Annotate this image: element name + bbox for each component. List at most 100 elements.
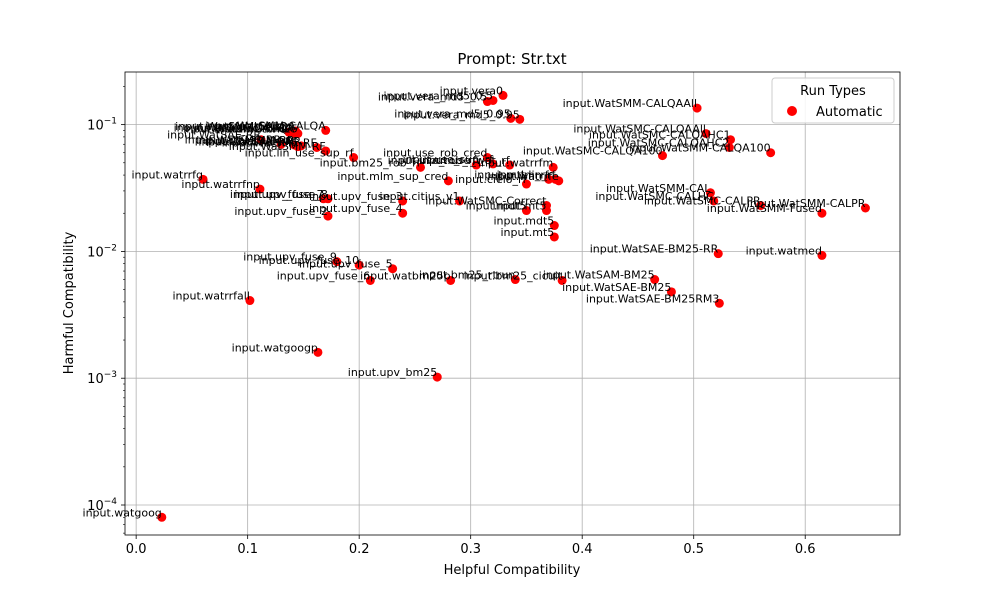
data-point-label: input.upv_fuse_4 (309, 202, 403, 215)
x-tick-label: 0.0 (126, 542, 147, 557)
data-point-label: input.WatSAM-BM25 (543, 269, 655, 282)
data-point-label: input.watrrfm (478, 156, 553, 169)
data-point-label: input.lin_rf (497, 168, 557, 181)
data-point-label: input.mt5 (493, 200, 547, 213)
y-tick-label: 10−3 (87, 370, 117, 387)
data-point (650, 275, 660, 285)
data-point-label: input.WatSAE-BM25-RR (590, 243, 719, 256)
data-point (705, 188, 715, 198)
data-point (657, 151, 667, 161)
data-point-label: input.lin_use_sup_rf (245, 147, 355, 160)
grid-layer (125, 72, 900, 535)
data-point-label: input.watrrfe (487, 170, 559, 183)
data-point (548, 162, 558, 172)
data-point (284, 127, 294, 137)
data-point-label: input.bm25_rtrun (419, 269, 515, 282)
data-point-label: input.upv_fuse_3 (309, 190, 403, 203)
x-axis-label: Helpful Compatibility (444, 563, 581, 578)
data-point (515, 114, 525, 124)
data-point-label: input.WatSMM-CAL (606, 182, 711, 195)
data-point-label: input.cielo_rf (455, 173, 527, 186)
data-point-label: input.WatSMC-CALQA (174, 121, 293, 134)
data-point (313, 347, 323, 357)
data-point-label: input.upv_fuse_5 (299, 258, 393, 271)
data-point-label: input.vera_md5_0.5 (378, 91, 488, 104)
data-point (354, 260, 364, 270)
data-point (557, 275, 567, 285)
data-point (549, 232, 559, 242)
data-point-label: input.WatSAM-RR (205, 135, 302, 148)
plot-frame (124, 71, 901, 536)
data-point-label: input.WatSMC-CALQAAll (573, 123, 706, 136)
data-point (756, 201, 766, 211)
legend-marker (787, 106, 797, 116)
data-point-label: input.mdt5 (494, 215, 555, 228)
data-point (416, 162, 426, 172)
data-point-label: input.upv_fuse_10 (259, 254, 360, 267)
data-point (521, 206, 531, 216)
data-point-label: input.WatSMC-RF (222, 136, 317, 149)
data-point (544, 174, 554, 184)
y-axis-label: Harmful Compatibility (62, 231, 77, 374)
data-point (817, 250, 827, 260)
data-point-label: input.WatSMM-CALPR (747, 197, 866, 210)
data-point-label: input.upv_fuse_7 (230, 188, 324, 201)
data-point (321, 125, 331, 135)
data-point-label: input.mtlm_rf (474, 168, 550, 181)
data-point (293, 129, 303, 139)
data-point-label: input.WatSAE-RR (167, 129, 261, 142)
data-point (549, 221, 559, 231)
x-tick-label: 0.1 (237, 542, 258, 557)
x-tick-label: 0.4 (572, 542, 593, 557)
data-point-label: input.WatSMC-Correct (425, 195, 547, 208)
data-point-label: input.vera_md5_0.95 (403, 108, 520, 121)
data-point-label: input.upv_fuse_2 (234, 205, 328, 218)
data-point-label: input.WatSMC-CALQAHC1 (589, 129, 731, 142)
data-point (482, 153, 492, 163)
data-point (510, 275, 520, 285)
data-point (398, 196, 408, 206)
data-point-label: input.use_rob_cred (383, 147, 487, 160)
data-point-label: input.watrrfnp (181, 178, 260, 191)
data-point-label: input.WatSMM-CALQA100 (629, 142, 770, 155)
data-point (256, 135, 266, 145)
data-point-label: input.WatSMM-CALQA (175, 120, 296, 133)
data-point (488, 159, 498, 169)
data-point (506, 113, 516, 123)
data-point-label: input.vera0 (440, 84, 503, 97)
data-point (505, 160, 515, 170)
x-tick-label: 0.2 (349, 542, 370, 557)
data-point-label: input.upv_fuse_8 (234, 188, 328, 201)
data-point-label: input.mdt5 (466, 200, 527, 213)
data-point (443, 176, 453, 186)
data-point (726, 135, 736, 145)
chart-title: Prompt: Str.txt (457, 50, 566, 68)
data-point-label: input.upv_fuse_9 (243, 251, 337, 264)
data-point (860, 203, 870, 213)
legend: Run Types Automatic (771, 77, 895, 124)
data-point (321, 146, 331, 156)
legend-entry-automatic: Automatic (816, 105, 883, 120)
data-point-label: input.watbm25 (214, 123, 298, 136)
data-point (714, 298, 724, 308)
data-point-label: input.watgoogp (232, 341, 318, 354)
data-point (471, 160, 481, 170)
data-point (349, 153, 359, 163)
data-point (293, 142, 303, 152)
data-point-label: input.watbm25p (360, 269, 451, 282)
x-ticks: 0.0 0.1 0.2 0.3 0.4 0.5 0.6 (126, 535, 816, 557)
legend-box (771, 77, 895, 124)
data-point-label: input.watrrfg (131, 168, 203, 181)
data-point (255, 184, 265, 194)
data-point-label: input.watrrfall (172, 290, 249, 303)
data-point (446, 275, 456, 285)
x-tick-label: 0.5 (683, 542, 704, 557)
data-point-label: input.use_sup_rf (403, 153, 494, 166)
data-point (157, 512, 167, 522)
data-point-label: input.upv_bm25 (348, 366, 437, 379)
data-point (312, 142, 322, 152)
data-point (766, 148, 776, 158)
data-point (709, 196, 719, 206)
